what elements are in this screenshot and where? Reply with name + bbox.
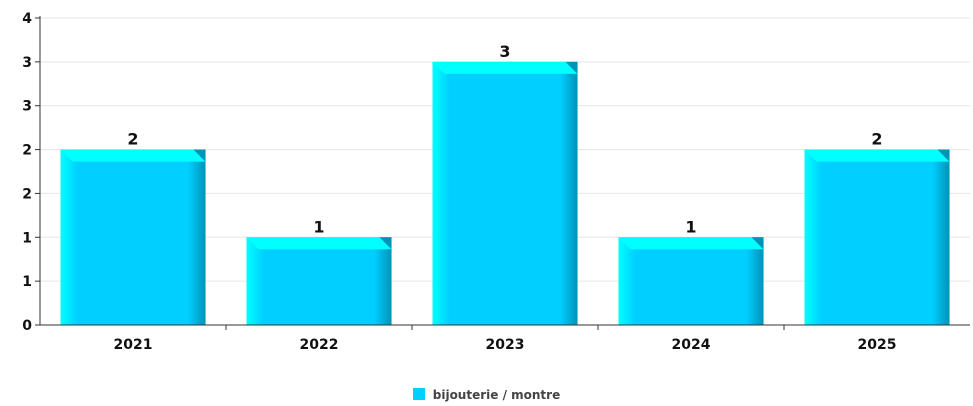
y-tick-label: 3 xyxy=(22,55,32,71)
x-axis-ticks: 2021 2022 2023 2024 2025 xyxy=(114,325,897,353)
bar-bevel xyxy=(379,237,392,250)
bar-body xyxy=(804,149,950,325)
bar-top xyxy=(618,237,764,250)
bar xyxy=(246,237,392,325)
data-label: 2 xyxy=(871,130,882,149)
bars xyxy=(60,61,950,325)
data-label: 1 xyxy=(313,217,324,236)
data-label: 2 xyxy=(127,130,138,149)
y-tick-label: 4 xyxy=(22,11,32,27)
bar xyxy=(60,149,206,325)
bar xyxy=(432,61,578,325)
bar-bevel xyxy=(751,237,764,250)
y-axis-ticks: 0 1 1 2 2 3 3 4 xyxy=(22,11,40,334)
legend-swatch xyxy=(412,388,425,400)
y-tick-label: 1 xyxy=(22,274,32,290)
data-label: 3 xyxy=(499,42,510,61)
x-tick-label: 2023 xyxy=(486,337,525,353)
bar-bevel xyxy=(937,149,950,162)
x-tick-label: 2025 xyxy=(858,337,897,353)
x-tick-label: 2022 xyxy=(300,337,339,353)
x-tick-label: 2024 xyxy=(672,337,711,353)
bar-top xyxy=(804,149,950,162)
bar-top xyxy=(60,149,206,162)
y-tick-label: 1 xyxy=(22,230,32,246)
bar-body xyxy=(432,61,578,325)
legend-label: bijouterie / montre xyxy=(432,388,561,402)
y-tick-label: 3 xyxy=(22,99,32,115)
bar-top xyxy=(246,237,392,250)
x-tick-label: 2021 xyxy=(114,337,153,353)
axes xyxy=(39,16,970,326)
y-tick-label: 2 xyxy=(22,143,32,159)
bar xyxy=(804,149,950,325)
bar-body xyxy=(618,237,764,325)
bar-body xyxy=(246,237,392,325)
y-tick-label: 0 xyxy=(22,318,32,334)
bar-body xyxy=(60,149,206,325)
bar-bevel xyxy=(193,149,206,162)
y-tick-label: 2 xyxy=(22,186,32,202)
bar-bevel xyxy=(565,61,578,74)
data-labels: 2 1 3 1 2 xyxy=(127,42,882,236)
data-label: 1 xyxy=(685,217,696,236)
bar xyxy=(618,237,764,325)
bar-top xyxy=(432,61,578,74)
legend: bijouterie / montre xyxy=(0,388,973,402)
